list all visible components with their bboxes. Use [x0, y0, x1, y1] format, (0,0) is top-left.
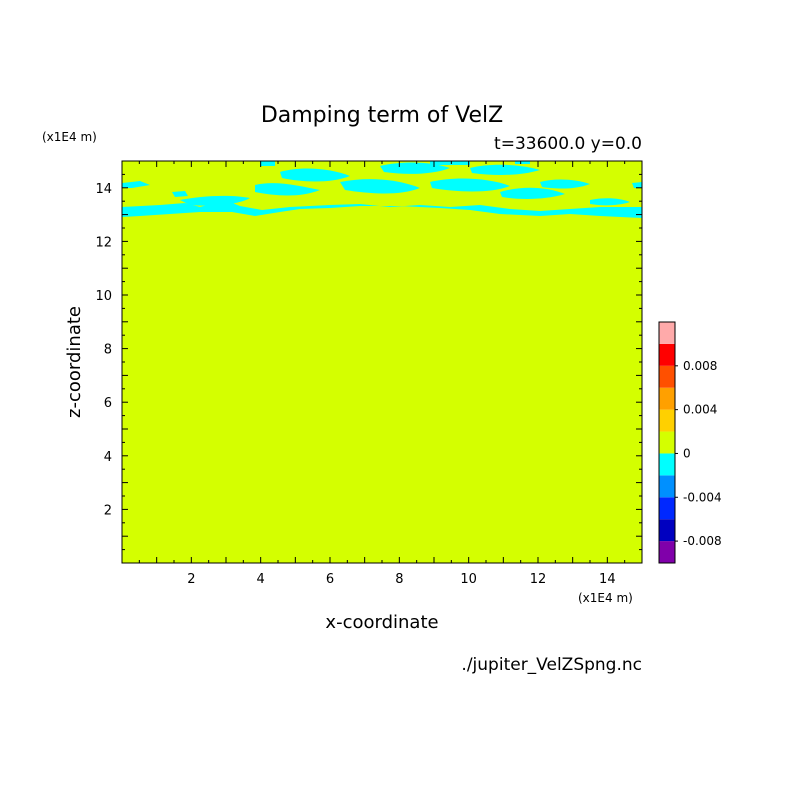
colorbar-swatch	[659, 322, 675, 344]
colorbar-frame	[658, 321, 676, 564]
field-background	[122, 161, 642, 563]
x-tick-label: 10	[460, 572, 477, 587]
chart-title: Damping term of VelZ	[261, 103, 503, 128]
y-unit-label: (x1E4 m)	[42, 130, 97, 144]
negative-region-13	[122, 181, 150, 188]
negative-region-3	[280, 168, 350, 182]
negative-region-10	[260, 161, 275, 166]
colorbar: -0.008 -0.004 0 0.004 0.008	[658, 321, 722, 564]
colorbar-swatch	[659, 431, 675, 454]
y-tick-label: 2	[104, 503, 112, 518]
colorbar-swatch	[659, 409, 675, 432]
colorbar-swatch	[659, 387, 675, 410]
negative-region-14	[172, 191, 188, 197]
footer-filename: ./jupiter_VelZSpng.nc	[461, 655, 642, 675]
x-tick-label: 6	[326, 572, 334, 587]
colorbar-swatch	[659, 497, 675, 520]
colorbar-swatch	[659, 453, 675, 476]
colorbar-tick-label: 0.008	[683, 359, 717, 373]
colorbar-tick-label: 0	[683, 446, 691, 460]
colorbar-tick-label: 0.004	[683, 403, 717, 417]
y-tick-label: 14	[95, 182, 112, 197]
x-tick-label: 8	[395, 572, 403, 587]
colorbar-tick-label: -0.008	[683, 534, 722, 548]
y-tick-label: 10	[95, 289, 112, 304]
negative-region-0	[122, 200, 642, 218]
negative-region-16	[590, 198, 630, 206]
x-tick-label: 2	[187, 572, 195, 587]
colorbar-swatch	[659, 475, 675, 498]
negative-region-12	[515, 161, 530, 164]
negative-region-15	[632, 182, 642, 188]
negative-region-11	[430, 161, 470, 165]
y-tick-label: 8	[104, 343, 112, 358]
x-tick-label: 14	[599, 572, 616, 587]
negative-region-4	[340, 179, 420, 194]
negative-region-9	[540, 179, 590, 189]
negative-region-8	[500, 187, 565, 199]
plot-frame	[121, 160, 643, 564]
negative-region-6	[430, 178, 510, 192]
colorbar-swatch	[659, 365, 675, 388]
negative-region-7	[470, 164, 540, 175]
x-tick-label: 12	[530, 572, 547, 587]
negative-region-2	[255, 183, 320, 196]
y-axis-label: z-coordinate	[64, 306, 85, 418]
axis-ticks: 2 4 6 8 10 12 14 2 4 6 8 10 12 14	[95, 160, 643, 587]
x-unit-label: (x1E4 m)	[578, 591, 633, 605]
colorbar-swatch	[659, 541, 675, 563]
colorbar-swatch	[659, 343, 675, 366]
y-tick-label: 12	[95, 235, 112, 250]
x-tick-label: 4	[257, 572, 265, 587]
negative-region-1	[180, 195, 250, 206]
y-tick-label: 6	[104, 396, 112, 411]
chart-subtitle: t=33600.0 y=0.0	[494, 134, 642, 154]
x-axis-label: x-coordinate	[325, 612, 438, 633]
colorbar-tick-label: -0.004	[683, 490, 722, 504]
y-tick-label: 4	[104, 450, 112, 465]
heatmap-field	[122, 161, 642, 563]
negative-region-5	[380, 162, 450, 174]
colorbar-swatch	[659, 519, 675, 542]
